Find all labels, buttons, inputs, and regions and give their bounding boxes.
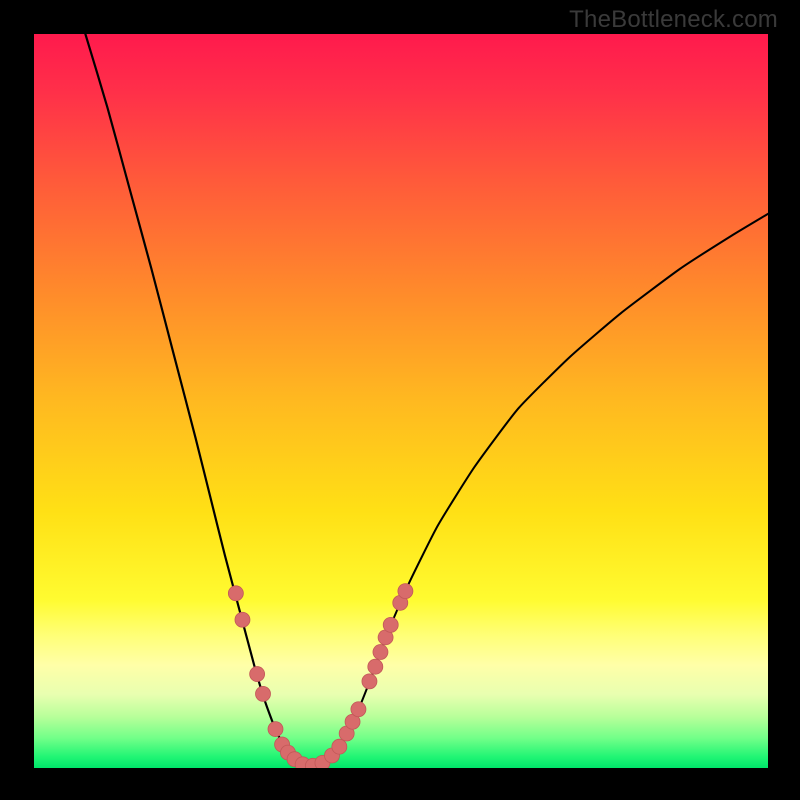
gradient-plot-area xyxy=(34,34,768,768)
watermark-label: TheBottleneck.com xyxy=(569,6,778,34)
bottleneck-chart: TheBottleneck.com xyxy=(0,0,800,800)
